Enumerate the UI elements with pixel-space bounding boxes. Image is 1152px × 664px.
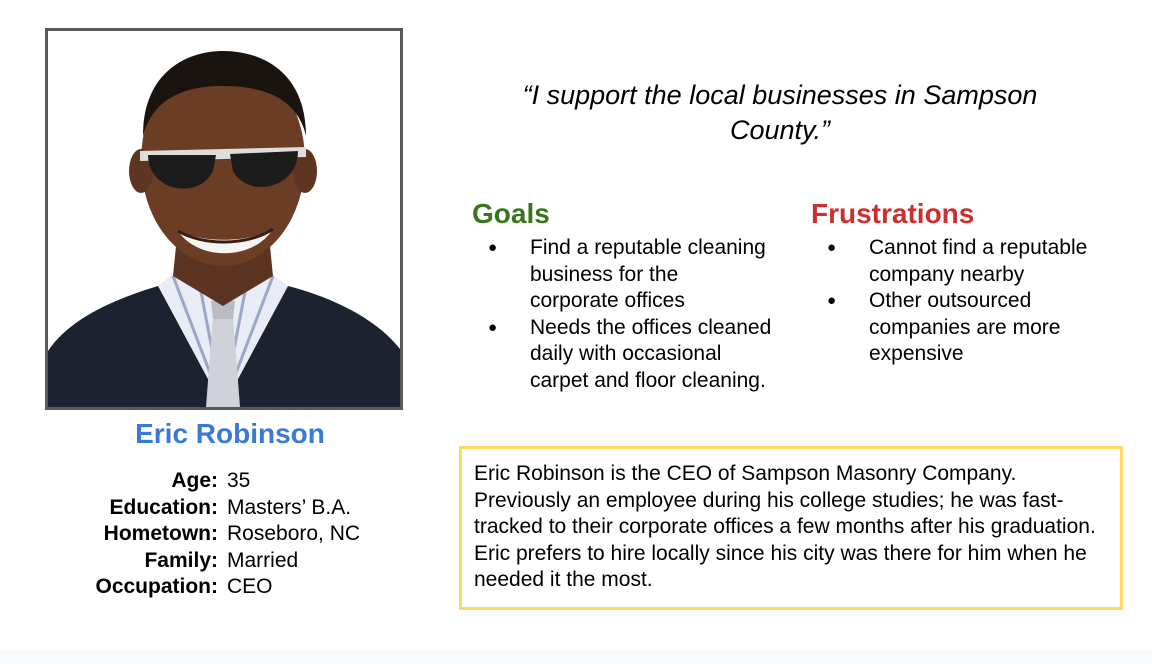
detail-row-hometown: Hometown: Roseboro, NC (60, 521, 360, 548)
detail-label: Education: (109, 495, 219, 519)
detail-label: Occupation: (95, 575, 218, 598)
list-item: ● Needs the offices cleaned daily with oc… (472, 315, 772, 395)
frustration-text: Cannot find a reputable company nearby (869, 236, 1088, 286)
bullet-icon: ● (827, 239, 837, 256)
frustrations-list: ● Cannot find a reputable company nearby … (811, 235, 1091, 368)
persona-details: Age: 35 Education: Masters’ B.A. Hometow… (60, 468, 360, 601)
list-item: ● Cannot find a reputable company nearby (811, 235, 1091, 288)
detail-row-family: Family: Married (60, 548, 360, 575)
bullet-icon: ● (827, 292, 837, 309)
persona-slide: Eric Robinson Age: 35 Education: Masters… (45, 28, 1123, 610)
goals-heading: Goals (472, 198, 550, 229)
list-item: ● Other outsourced companies are more exp… (811, 288, 1091, 368)
detail-row-occupation: Occupation: CEO (60, 574, 360, 601)
detail-value: Roseboro, NC (227, 522, 361, 545)
goal-text: Needs the offices cleaned daily with occ… (530, 315, 772, 392)
frustrations-heading: Frustrations (811, 198, 975, 229)
detail-label: Age: (171, 469, 218, 492)
detail-value: Married (227, 548, 299, 572)
detail-row-age: Age: 35 (60, 468, 360, 495)
persona-quote: “I support the local businesses in Samps… (522, 80, 1038, 145)
detail-row-education: Education: Masters’ B.A. (60, 495, 360, 522)
bullet-icon: ● (488, 318, 498, 336)
goals-list: ● Find a reputable cleaning business for … (472, 235, 772, 394)
detail-label: Family: (144, 548, 218, 572)
list-item: ● Find a reputable cleaning business for … (472, 235, 772, 315)
goal-text: Find a reputable cleaning business for t… (530, 236, 766, 312)
persona-photo (45, 28, 403, 410)
detail-value: CEO (227, 575, 273, 598)
persona-name: Eric Robinson (135, 418, 325, 449)
detail-label: Hometown: (103, 522, 218, 545)
bio-box: Eric Robinson is the CEO of Sampson Maso… (459, 446, 1123, 610)
bullet-icon: ● (488, 239, 498, 256)
portrait-photo-icon (48, 51, 400, 407)
detail-value: Masters’ B.A. (227, 495, 352, 519)
detail-value: 35 (227, 469, 251, 492)
frustration-text: Other outsourced companies are more expe… (869, 289, 1061, 365)
